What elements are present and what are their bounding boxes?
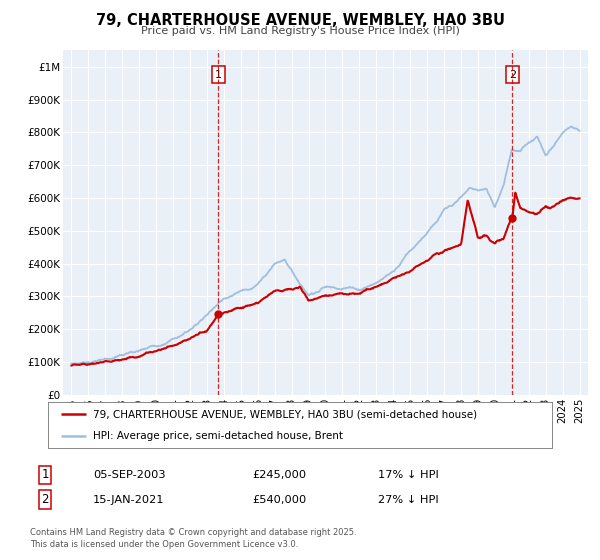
Text: £540,000: £540,000 xyxy=(252,494,306,505)
Text: 05-SEP-2003: 05-SEP-2003 xyxy=(93,470,166,480)
Text: 27% ↓ HPI: 27% ↓ HPI xyxy=(378,494,439,505)
Text: 1: 1 xyxy=(41,468,49,482)
Text: 79, CHARTERHOUSE AVENUE, WEMBLEY, HA0 3BU (semi-detached house): 79, CHARTERHOUSE AVENUE, WEMBLEY, HA0 3B… xyxy=(94,409,478,419)
Text: 1: 1 xyxy=(215,69,222,80)
Text: 2: 2 xyxy=(41,493,49,506)
Text: Contains HM Land Registry data © Crown copyright and database right 2025.
This d: Contains HM Land Registry data © Crown c… xyxy=(30,528,356,549)
Text: £245,000: £245,000 xyxy=(252,470,306,480)
Text: HPI: Average price, semi-detached house, Brent: HPI: Average price, semi-detached house,… xyxy=(94,431,343,441)
Text: 17% ↓ HPI: 17% ↓ HPI xyxy=(378,470,439,480)
Text: 2: 2 xyxy=(509,69,516,80)
Text: 79, CHARTERHOUSE AVENUE, WEMBLEY, HA0 3BU: 79, CHARTERHOUSE AVENUE, WEMBLEY, HA0 3B… xyxy=(95,13,505,28)
Text: Price paid vs. HM Land Registry's House Price Index (HPI): Price paid vs. HM Land Registry's House … xyxy=(140,26,460,36)
Text: 15-JAN-2021: 15-JAN-2021 xyxy=(93,494,164,505)
